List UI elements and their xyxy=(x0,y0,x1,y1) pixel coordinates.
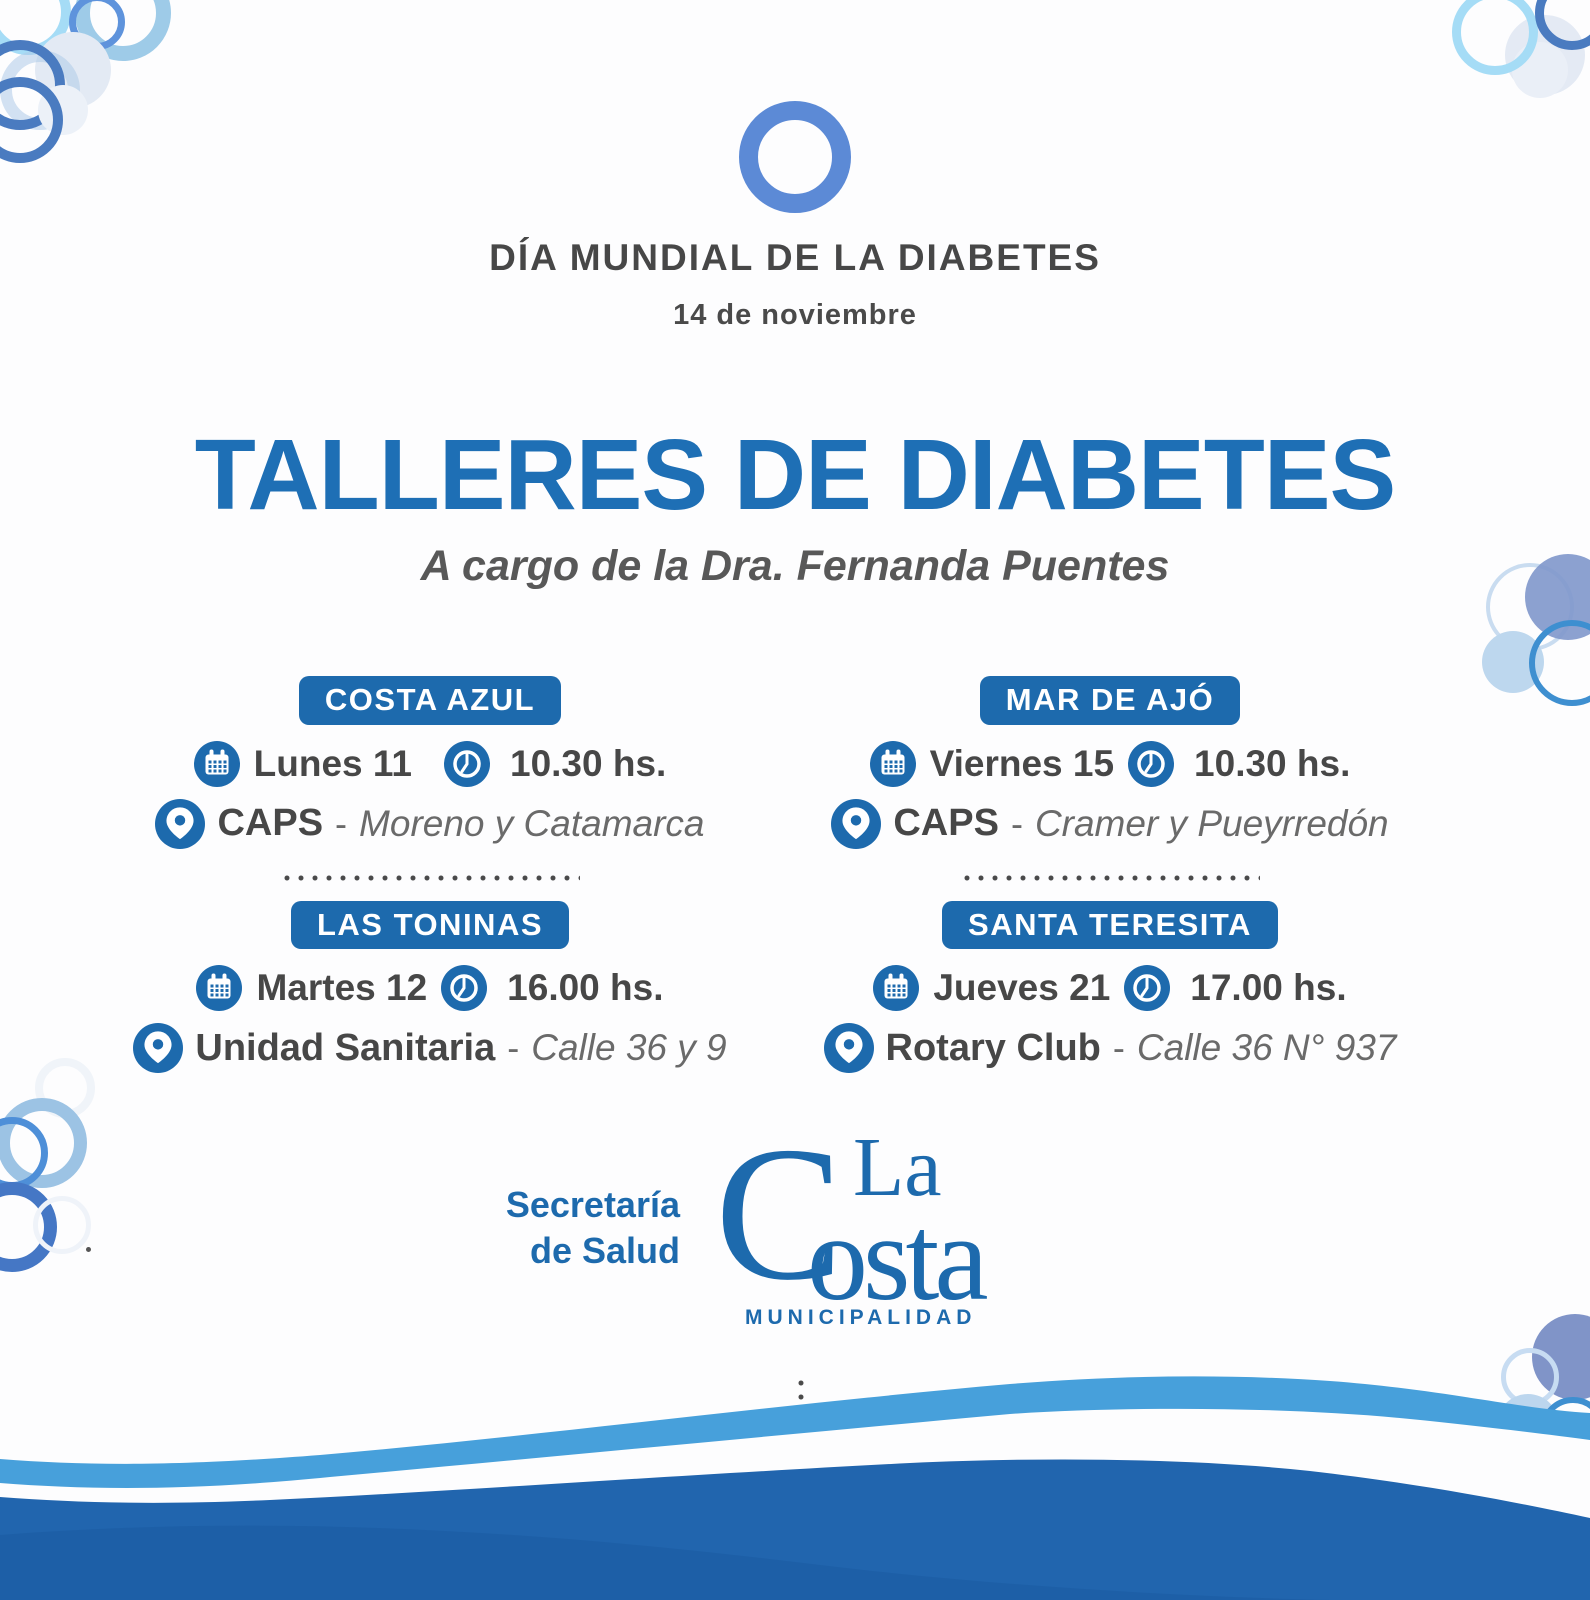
logo-word-osta: osta xyxy=(807,1191,989,1326)
dash-separator: - xyxy=(335,802,348,844)
page-title: TALLERES DE DIABETES xyxy=(194,419,1396,531)
workshop-time: 10.30 hs. xyxy=(510,742,667,784)
blue-circle-icon xyxy=(739,101,851,213)
location-pin-icon xyxy=(155,799,205,849)
city-badge: COSTA AZUL xyxy=(298,676,562,725)
workshops-schedule: COSTA AZUL Lunes 11 10.30 hs. CAPS - Mor… xyxy=(0,676,1590,1600)
workshop-las-toninas: LAS TONINAS Martes 12 16.00 hs. Unidad S… xyxy=(133,900,727,1074)
calendar-icon xyxy=(194,741,240,787)
event-title: DÍA MUNDIAL DE LA DIABETES xyxy=(489,237,1101,278)
city-badge: LAS TONINAS xyxy=(290,900,570,950)
workshop-day: Lunes 11 xyxy=(253,742,412,784)
dash-separator: - xyxy=(507,1027,520,1069)
location-pin-icon xyxy=(133,1023,183,1073)
department-line2: de Salud xyxy=(529,1229,680,1271)
workshop-day: Viernes 15 xyxy=(929,742,1115,784)
horizontal-dotted-divider xyxy=(280,874,580,881)
decor-bubble xyxy=(0,77,63,163)
location-pin-icon xyxy=(831,799,881,849)
schedule-column-left: COSTA AZUL Lunes 11 10.30 hs. CAPS - Mor… xyxy=(110,676,750,1073)
workshop-mar-de-ajo: MAR DE AJÓ Viernes 15 10.30 hs. CAPS - C… xyxy=(831,676,1389,849)
workshop-venue: Rotary Club xyxy=(885,1026,1101,1069)
decor-bubble xyxy=(1529,620,1590,706)
workshop-santa-teresita: SANTA TERESITA Jueves 21 17.00 hs. Rotar… xyxy=(824,900,1397,1074)
workshop-venue: CAPS xyxy=(217,802,324,845)
la-costa-logo: C La osta MUNICIPALIDAD xyxy=(715,1118,1035,1338)
logo-municipalidad-label: MUNICIPALIDAD xyxy=(745,1306,977,1329)
workshop-address: Cramer y Pueyrredón xyxy=(1034,802,1389,844)
workshop-address: Calle 36 y 9 xyxy=(531,1027,727,1069)
calendar-icon xyxy=(870,741,916,787)
location-pin-icon xyxy=(824,1023,874,1073)
clock-icon xyxy=(444,741,490,787)
logo-letter-c: C xyxy=(715,1107,844,1320)
workshop-venue: CAPS xyxy=(893,802,999,845)
workshop-time: 10.30 hs. xyxy=(1194,742,1351,784)
workshop-time: 16.00 hs. xyxy=(507,967,664,1009)
dash-separator: - xyxy=(1112,1027,1125,1069)
workshop-time: 17.00 hs. xyxy=(1190,967,1347,1009)
clock-icon xyxy=(1124,965,1170,1011)
wave-decoration xyxy=(0,1376,1590,1600)
event-date: 14 de noviembre xyxy=(673,299,917,331)
decor-bubble xyxy=(33,1196,91,1254)
city-badge: SANTA TERESITA xyxy=(942,900,1278,950)
department-line1: Secretaría xyxy=(505,1184,680,1225)
workshop-address: Moreno y Catamarca xyxy=(359,802,705,844)
department-label: Secretaría de Salud xyxy=(430,1182,680,1273)
workshop-day: Jueves 21 xyxy=(933,967,1111,1009)
workshop-costa-azul: COSTA AZUL Lunes 11 10.30 hs. CAPS - Mor… xyxy=(155,676,705,849)
decor-bubble xyxy=(1452,0,1538,75)
schedule-column-right: MAR DE AJÓ Viernes 15 10.30 hs. CAPS - C… xyxy=(790,676,1430,1073)
logo-word-la: La xyxy=(853,1121,942,1214)
decor-bubble xyxy=(1535,0,1590,50)
calendar-icon xyxy=(873,965,919,1011)
city-badge: MAR DE AJÓ xyxy=(979,676,1241,725)
clock-icon xyxy=(441,965,487,1011)
workshop-address: Calle 36 N° 937 xyxy=(1136,1027,1397,1069)
workshop-day: Martes 12 xyxy=(256,967,428,1009)
workshop-venue: Unidad Sanitaria xyxy=(195,1026,496,1069)
page-subtitle: A cargo de la Dra. Fernanda Puentes xyxy=(420,542,1170,590)
horizontal-dotted-divider xyxy=(960,874,1260,881)
decor-bubble xyxy=(86,1247,91,1252)
dash-separator: - xyxy=(1010,802,1023,844)
clock-icon xyxy=(1128,741,1174,787)
calendar-icon xyxy=(196,965,242,1011)
